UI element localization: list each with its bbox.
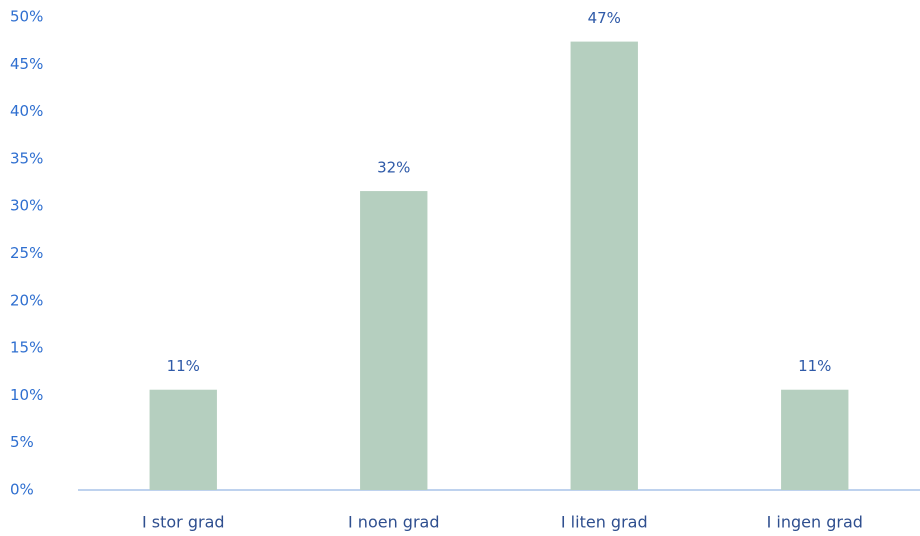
y-tick-label: 0%: [10, 481, 34, 499]
y-tick-label: 5%: [10, 433, 34, 451]
y-tick-label: 15%: [10, 339, 43, 357]
bar: [360, 191, 428, 490]
value-label: 11%: [798, 357, 831, 375]
x-tick-label: I noen grad: [348, 513, 440, 532]
y-tick-label: 20%: [10, 291, 43, 309]
bar: [781, 389, 849, 490]
y-tick-label: 45%: [10, 55, 43, 73]
value-label: 11%: [167, 357, 200, 375]
bar: [570, 41, 638, 490]
value-label: 47%: [588, 9, 621, 27]
y-tick-label: 10%: [10, 386, 43, 404]
bar: [149, 389, 217, 490]
value-label: 32%: [377, 159, 410, 177]
y-tick-label: 50%: [10, 8, 43, 26]
y-tick-label: 35%: [10, 149, 43, 167]
y-tick-label: 40%: [10, 102, 43, 120]
x-tick-label: I ingen grad: [767, 513, 863, 532]
y-tick-label: 25%: [10, 244, 43, 262]
y-tick-label: 30%: [10, 197, 43, 215]
x-tick-label: I stor grad: [142, 513, 225, 532]
x-tick-label: I liten grad: [561, 513, 648, 532]
